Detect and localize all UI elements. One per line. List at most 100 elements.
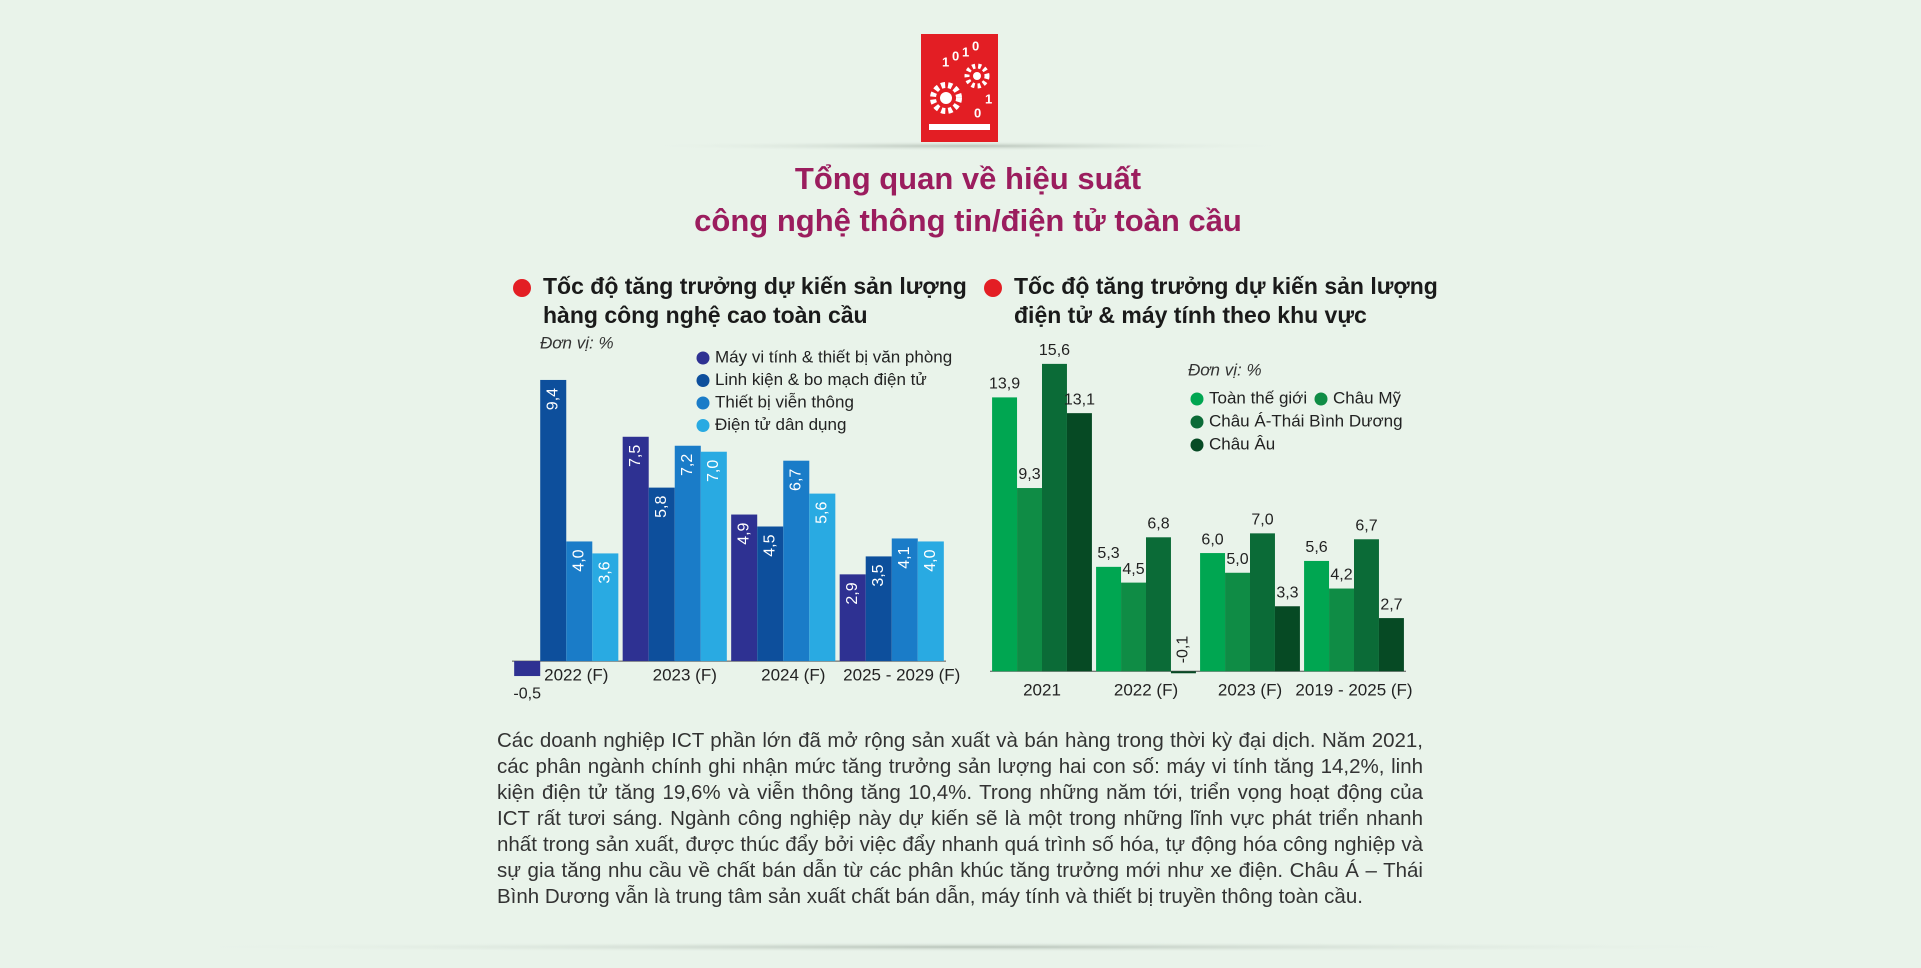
value-label: 3,6 bbox=[597, 561, 614, 583]
bar bbox=[1042, 363, 1067, 672]
value-label: 3,5 bbox=[870, 564, 887, 586]
legend-swatch bbox=[696, 396, 710, 410]
chart-title: Tốc độ tăng trưởng dự kiến sản lượng bbox=[543, 273, 967, 299]
chart-title: điện tử & máy tính theo khu vực bbox=[1014, 302, 1367, 328]
x-tick-label: 2023 (F) bbox=[1218, 680, 1282, 699]
value-label: 6,0 bbox=[1201, 531, 1223, 548]
value-label: 2,7 bbox=[1380, 596, 1402, 613]
value-label: 4,5 bbox=[1122, 561, 1144, 578]
bar bbox=[700, 451, 727, 662]
divider-shadow bbox=[638, 141, 1298, 151]
body-text: Các doanh nghiệp ICT phần lớn đã mở rộng… bbox=[497, 729, 1423, 908]
chart-title: hàng công nghệ cao toàn cầu bbox=[543, 302, 868, 328]
value-label: 4,9 bbox=[735, 522, 752, 544]
value-label: 13,1 bbox=[1064, 391, 1095, 408]
legend-label: Toàn thế giới bbox=[1209, 388, 1307, 407]
x-tick-label: 2021 bbox=[1023, 680, 1061, 699]
value-label: 7,2 bbox=[679, 454, 696, 476]
bar bbox=[731, 514, 758, 662]
value-label: -0,1 bbox=[1175, 636, 1192, 664]
value-label: -0,5 bbox=[513, 685, 541, 702]
bar bbox=[839, 574, 866, 662]
bar bbox=[1304, 560, 1330, 672]
legend-swatch bbox=[1314, 392, 1328, 406]
title-dot bbox=[984, 279, 1002, 297]
legend-label: Linh kiện & bo mạch điện tử bbox=[715, 370, 927, 389]
value-label: 4,0 bbox=[922, 549, 939, 571]
bar bbox=[1017, 488, 1042, 672]
value-label: 4,2 bbox=[1330, 567, 1352, 584]
value-label: 5,6 bbox=[814, 502, 831, 524]
bar bbox=[1200, 553, 1226, 672]
unit-label: Đơn vị: % bbox=[540, 333, 614, 352]
bar bbox=[992, 397, 1018, 672]
bar bbox=[1096, 566, 1122, 672]
bar bbox=[757, 526, 784, 662]
bar bbox=[592, 553, 619, 662]
bar bbox=[917, 541, 944, 662]
chart-title: Tốc độ tăng trưởng dự kiến sản lượng bbox=[1014, 273, 1438, 299]
bar bbox=[1354, 539, 1379, 672]
bar bbox=[566, 541, 593, 662]
bar bbox=[1378, 618, 1404, 672]
bar bbox=[1225, 572, 1250, 672]
bar bbox=[809, 493, 836, 662]
bar bbox=[1250, 533, 1275, 672]
value-label: 4,5 bbox=[761, 534, 778, 556]
bar bbox=[1066, 413, 1092, 672]
bar bbox=[1274, 606, 1300, 672]
value-label: 7,0 bbox=[1251, 512, 1273, 529]
x-tick-label: 2022 (F) bbox=[1114, 680, 1178, 699]
unit-label: Đơn vị: % bbox=[1188, 360, 1262, 379]
value-label: 5,6 bbox=[1305, 539, 1327, 556]
legend-swatch bbox=[1190, 392, 1204, 406]
value-label: 5,3 bbox=[1097, 545, 1119, 562]
legend-label: Châu Âu bbox=[1209, 434, 1275, 453]
value-label: 5,8 bbox=[653, 496, 670, 518]
bar bbox=[1146, 537, 1171, 672]
value-label: 4,1 bbox=[896, 546, 913, 568]
x-tick-label: 2023 (F) bbox=[653, 665, 717, 684]
legend-swatch bbox=[1190, 438, 1204, 452]
bar bbox=[1121, 582, 1146, 672]
value-label: 6,7 bbox=[787, 469, 804, 491]
x-tick-label: 2025 - 2029 (F) bbox=[843, 665, 960, 684]
bar bbox=[540, 379, 567, 662]
legend-label: Máy vi tính & thiết bị văn phòng bbox=[715, 347, 952, 366]
svg-text:1: 1 bbox=[985, 91, 992, 106]
svg-text:0: 0 bbox=[952, 48, 959, 63]
bar bbox=[1329, 588, 1354, 672]
legend-label: Châu Mỹ bbox=[1333, 388, 1402, 407]
legend-swatch bbox=[696, 351, 710, 365]
value-label: 5,0 bbox=[1226, 551, 1248, 568]
value-label: 2,9 bbox=[844, 582, 861, 604]
value-label: 6,7 bbox=[1355, 517, 1377, 534]
bar bbox=[622, 436, 649, 662]
legend-swatch bbox=[1190, 415, 1204, 429]
svg-text:1: 1 bbox=[942, 54, 949, 69]
bar bbox=[891, 538, 918, 662]
icon: 1 0 1 0 1 0 bbox=[921, 34, 998, 142]
bar bbox=[674, 445, 701, 662]
legend-label: Điện tử dân dụng bbox=[715, 415, 846, 434]
value-label: 7,0 bbox=[705, 460, 722, 482]
value-label: 3,3 bbox=[1276, 584, 1298, 601]
value-label: 9,3 bbox=[1018, 466, 1040, 483]
bar bbox=[514, 661, 541, 677]
title-dot bbox=[513, 279, 531, 297]
svg-text:0: 0 bbox=[974, 105, 981, 120]
divider-shadow bbox=[148, 942, 1788, 952]
x-tick-label: 2019 - 2025 (F) bbox=[1295, 680, 1412, 699]
bar bbox=[783, 460, 810, 662]
legend-swatch bbox=[696, 419, 710, 432]
value-label: 15,6 bbox=[1039, 342, 1070, 359]
title-line: Tổng quan về hiệu suất bbox=[795, 161, 1141, 196]
title-line: công nghệ thông tin/điện tử toàn cầu bbox=[694, 203, 1242, 238]
value-label: 13,9 bbox=[989, 376, 1020, 393]
value-label: 9,4 bbox=[544, 388, 561, 410]
value-label: 6,8 bbox=[1147, 516, 1169, 533]
value-label: 4,0 bbox=[570, 549, 587, 571]
legend-label: Thiết bị viễn thông bbox=[715, 392, 854, 411]
